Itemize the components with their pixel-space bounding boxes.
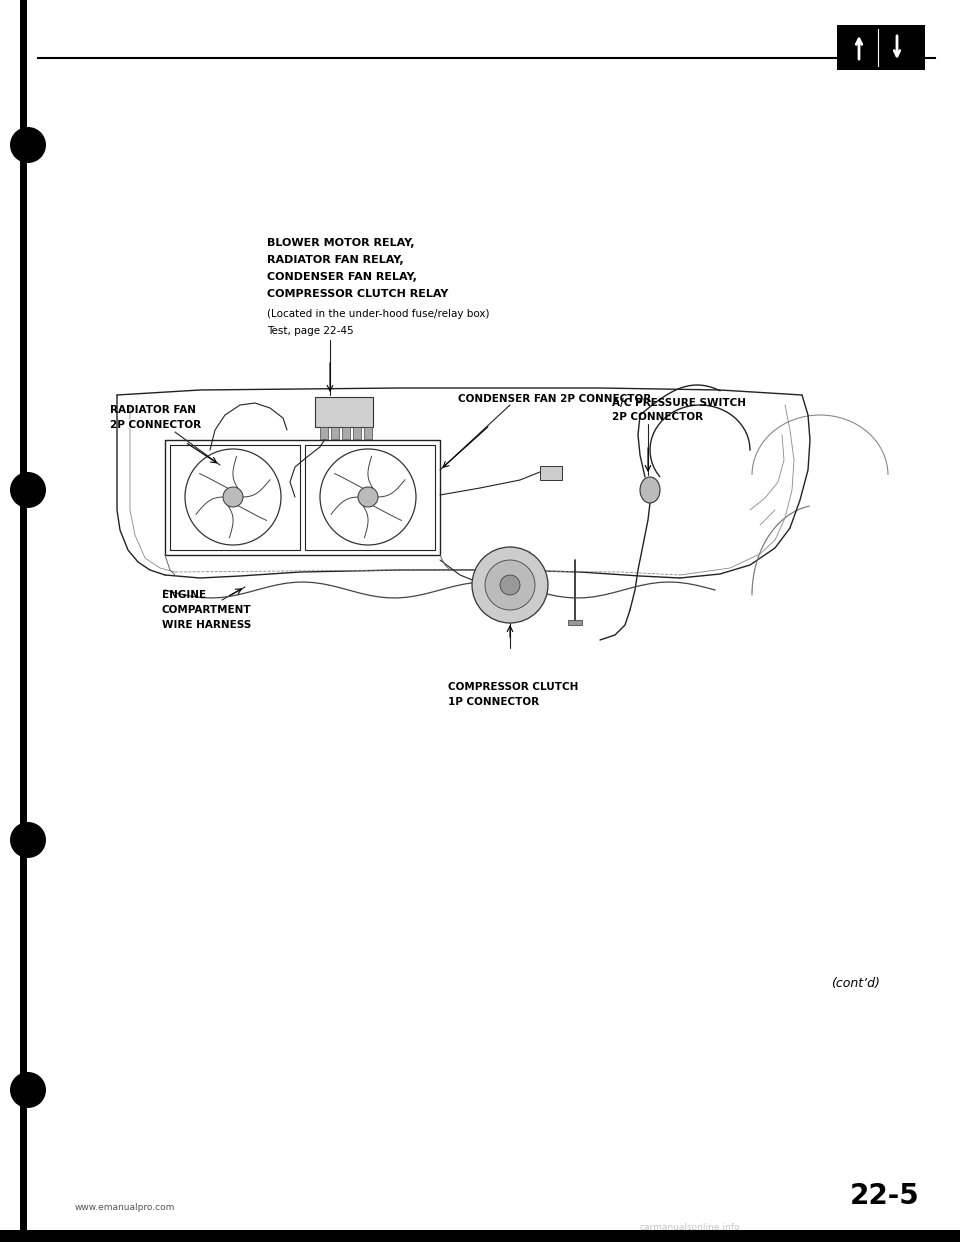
Text: ENGINE: ENGINE — [162, 590, 206, 600]
Text: A/C PRESSURE SWITCH: A/C PRESSURE SWITCH — [612, 397, 746, 409]
Text: www.emanualpro.com: www.emanualpro.com — [75, 1203, 176, 1212]
Ellipse shape — [640, 477, 660, 503]
Text: 2P CONNECTOR: 2P CONNECTOR — [612, 412, 703, 422]
Text: RADIATOR FAN: RADIATOR FAN — [110, 405, 196, 415]
Bar — [364, 427, 372, 438]
Text: 2P CONNECTOR: 2P CONNECTOR — [110, 420, 202, 430]
Bar — [568, 620, 582, 625]
Bar — [315, 397, 373, 427]
Text: COMPARTMENT: COMPARTMENT — [162, 605, 252, 615]
Text: carmanualsonline.info: carmanualsonline.info — [639, 1223, 740, 1232]
Circle shape — [10, 472, 46, 508]
Text: (Located in the under-hood fuse/relay box): (Located in the under-hood fuse/relay bo… — [267, 309, 490, 319]
Text: 22-5: 22-5 — [851, 1182, 920, 1210]
Text: (cont’d): (cont’d) — [831, 977, 880, 990]
Circle shape — [223, 487, 243, 507]
Bar — [353, 427, 361, 438]
Text: Test, page 22-45: Test, page 22-45 — [267, 325, 353, 337]
Text: RADIATOR FAN RELAY,: RADIATOR FAN RELAY, — [267, 255, 403, 265]
Text: COMPRESSOR CLUTCH RELAY: COMPRESSOR CLUTCH RELAY — [267, 289, 448, 299]
Bar — [837, 25, 925, 70]
Bar — [320, 427, 328, 438]
Text: 1P CONNECTOR: 1P CONNECTOR — [448, 697, 540, 707]
Circle shape — [10, 1072, 46, 1108]
Text: CONDENSER FAN RELAY,: CONDENSER FAN RELAY, — [267, 272, 417, 282]
Bar — [540, 466, 562, 479]
Bar — [20, 0, 27, 1242]
Text: COMPRESSOR CLUTCH: COMPRESSOR CLUTCH — [448, 682, 578, 692]
Bar — [331, 427, 339, 438]
Text: WIRE HARNESS: WIRE HARNESS — [162, 620, 252, 630]
Circle shape — [485, 560, 535, 610]
Text: BLOWER MOTOR RELAY,: BLOWER MOTOR RELAY, — [267, 238, 415, 248]
Bar — [342, 427, 350, 438]
Circle shape — [358, 487, 378, 507]
Circle shape — [472, 546, 548, 623]
Circle shape — [500, 575, 520, 595]
Circle shape — [10, 127, 46, 163]
Text: CONDENSER FAN 2P CONNECTOR: CONDENSER FAN 2P CONNECTOR — [458, 394, 651, 404]
Circle shape — [10, 822, 46, 858]
Bar — [0, 1230, 960, 1242]
